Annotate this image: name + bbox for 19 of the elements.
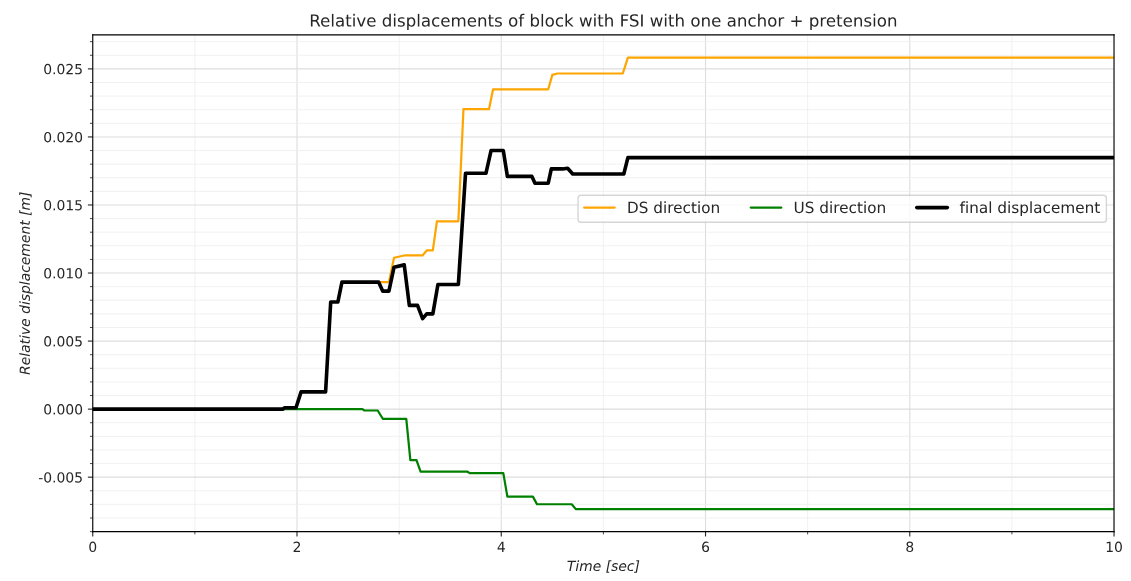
x-tick-label: 8 (906, 541, 914, 553)
y-tick-label: 0.015 (44, 199, 82, 211)
x-tick-label: 4 (497, 541, 505, 552)
x-axis-title: Time [sec] (567, 560, 640, 573)
x-tick-label: 0 (89, 541, 97, 553)
y-tick-label: 0.000 (44, 404, 83, 415)
y-tick-label: 0.025 (44, 63, 82, 75)
legend-label: final displacement (959, 201, 1100, 217)
y-tick-label: 0.010 (44, 268, 83, 279)
y-tick-label: 0.005 (44, 336, 82, 347)
legend-label: US direction (794, 201, 885, 214)
x-tick-label: 2 (293, 541, 301, 552)
y-axis-title: Relative displacement [m] (19, 192, 33, 375)
x-tick-label: 10 (1106, 541, 1122, 553)
x-tick-label: 6 (702, 541, 710, 553)
y-tick-label: -0.005 (38, 472, 82, 483)
y-tick-label: 0.020 (44, 131, 83, 143)
chart-title: Relative displacements of block with FSI with one anchor + pretension (310, 13, 897, 30)
legend-label: DS direction (628, 201, 719, 214)
